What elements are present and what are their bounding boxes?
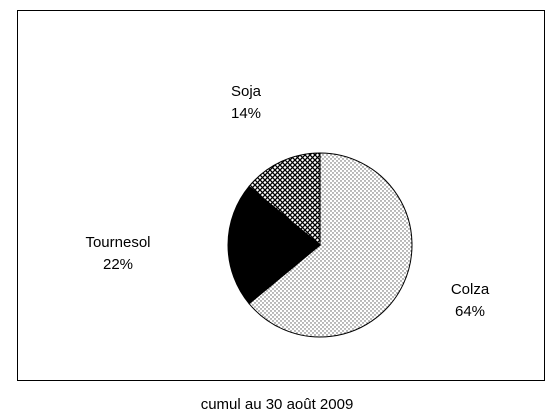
slice-label: Tournesol — [85, 234, 150, 251]
pie-slice — [227, 185, 321, 305]
slice-value-label: 64% — [455, 303, 485, 320]
slice-value-label: 14% — [231, 105, 261, 122]
slice-label: Soja — [231, 83, 262, 100]
pie-slice — [248, 152, 413, 338]
pie-slice — [248, 152, 321, 247]
slice-label: Colza — [451, 281, 490, 298]
slice-value-label: 22% — [103, 256, 133, 273]
caption: cumul au 30 août 2009 — [201, 396, 354, 413]
